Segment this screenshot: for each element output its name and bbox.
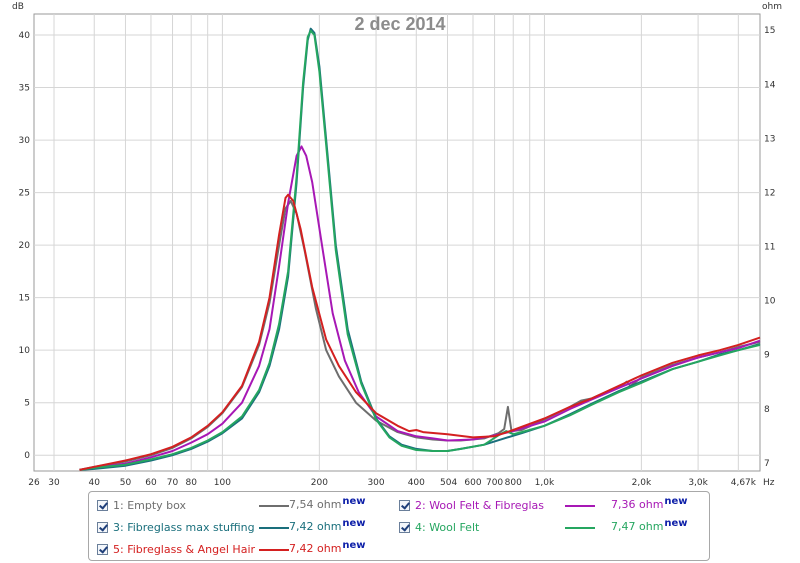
series-lines: [79, 27, 761, 471]
legend-checkbox[interactable]: [97, 543, 108, 555]
legend-entry: 2: Wool Felt & Fibreglas: [399, 496, 544, 514]
legend-swatch: [259, 549, 289, 551]
y-right-tick-label: 9: [764, 351, 770, 361]
series-line-2: [79, 145, 761, 471]
series-line-5: [79, 193, 761, 471]
legend-new-tag: new: [664, 496, 688, 507]
impedance-chart: 0 5 10 15 20 25 30 35 40 7 8 9 10 11 12 13 14 15 26 30 40 50 6…: [12, 2, 782, 488]
chart-title: 2 dec 2014: [354, 14, 445, 34]
y-right-tick-label: 7: [764, 459, 770, 469]
y-left-tick-label: 0: [24, 451, 30, 461]
axes: 0 5 10 15 20 25 30 35 40 7 8 9 10 11 12 13 14 15 26 30 40 50 6…: [19, 26, 776, 488]
legend-label: 3: Fibreglass max stuffing: [113, 520, 255, 534]
legend-entry: 4: Wool Felt: [399, 518, 479, 536]
y-left-tick-label: 35: [19, 84, 30, 94]
y-left-tick-label: 20: [19, 241, 31, 251]
x-tick-label: 80: [185, 478, 197, 488]
x-tick-label: 600: [464, 478, 481, 488]
legend-checkbox[interactable]: [399, 499, 410, 511]
x-tick-label: 300: [367, 478, 384, 488]
legend-checkbox[interactable]: [97, 499, 108, 511]
y-left-tick-label: 30: [19, 136, 31, 146]
x-tick-label: 26: [28, 478, 40, 488]
y-left-tick-label: 5: [24, 399, 30, 409]
plot-area: [33, 13, 761, 472]
legend-value: 7,47 ohmnew: [611, 518, 688, 533]
x-tick-label: 40: [89, 478, 101, 488]
y-left-tick-label: 40: [19, 31, 31, 41]
x-tick-label: 70: [167, 478, 179, 488]
x-tick-label: 400: [408, 478, 425, 488]
legend-new-tag: new: [664, 518, 688, 529]
legend-new-tag: new: [342, 518, 366, 529]
x-tick-label: 100: [214, 478, 231, 488]
series-line-4: [79, 29, 761, 471]
legend-value: 7,42 ohmnew: [289, 518, 366, 533]
legend-entry: 5: Fibreglass & Angel Hair: [97, 540, 255, 558]
legend-label: 4: Wool Felt: [415, 520, 480, 534]
y-right-tick-label: 14: [764, 80, 776, 90]
legend-value: 7,54 ohmnew: [289, 496, 366, 511]
x-tick-label: 50: [120, 478, 132, 488]
legend-checkbox[interactable]: [97, 521, 108, 533]
y-right-unit: ohm: [762, 2, 782, 12]
y-left-tick-label: 10: [19, 346, 31, 356]
legend-swatch: [259, 505, 289, 507]
x-tick-label: 3,0k: [688, 478, 708, 488]
x-tick-label: 1,0k: [535, 478, 555, 488]
x-tick-label: 30: [48, 478, 60, 488]
x-unit: Hz: [763, 478, 775, 488]
x-tick-label: 800: [505, 478, 522, 488]
legend-swatch: [259, 527, 289, 529]
x-tick-label: 4,67k: [731, 478, 757, 488]
y-left-unit: dB: [12, 2, 24, 12]
y-right-tick-label: 15: [764, 26, 775, 36]
legend-entry: 1: Empty box: [97, 496, 186, 514]
x-tick-label: 700: [486, 478, 503, 488]
y-right-tick-label: 8: [764, 405, 770, 415]
legend-label: 2: Wool Felt & Fibreglas: [415, 498, 545, 512]
x-tick-label: 504: [440, 478, 457, 488]
x-tick-label: 60: [145, 478, 157, 488]
x-tick-label: 2,0k: [632, 478, 652, 488]
y-left-tick-label: 25: [19, 189, 30, 199]
legend-value: 7,36 ohmnew: [611, 496, 688, 511]
legend-new-tag: new: [342, 540, 366, 551]
legend-swatch: [565, 505, 595, 507]
legend: 1: Empty box 7,54 ohmnew 2: Wool Felt & Fi…: [88, 491, 710, 561]
legend-checkbox[interactable]: [399, 521, 410, 533]
y-left-tick-label: 15: [19, 294, 30, 304]
y-right-tick-label: 10: [764, 297, 776, 307]
legend-swatch: [565, 527, 595, 529]
x-tick-label: 200: [311, 478, 328, 488]
y-right-tick-label: 13: [764, 134, 775, 144]
legend-new-tag: new: [342, 496, 366, 507]
legend-label: 1: Empty box: [113, 498, 187, 512]
legend-label: 5: Fibreglass & Angel Hair: [113, 542, 256, 556]
y-right-tick-label: 12: [764, 188, 775, 198]
legend-entry: 3: Fibreglass max stuffing: [97, 518, 255, 536]
legend-value: 7,42 ohmnew: [289, 540, 366, 555]
y-right-tick-label: 11: [764, 243, 775, 253]
